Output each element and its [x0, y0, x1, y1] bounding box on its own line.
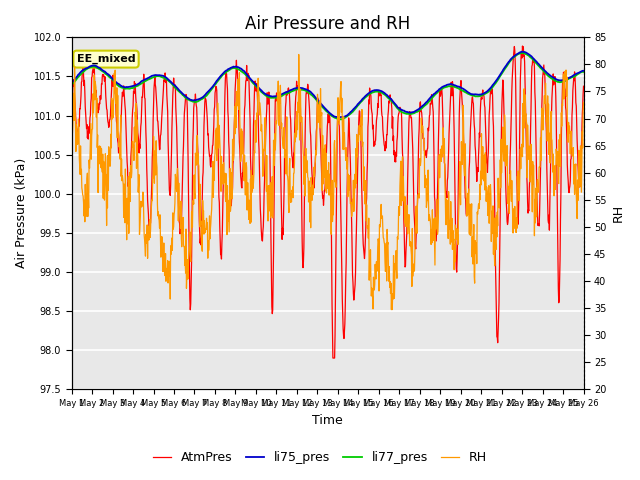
Y-axis label: RH: RH — [612, 204, 625, 222]
Title: Air Pressure and RH: Air Pressure and RH — [245, 15, 410, 33]
RH — [580, 100, 588, 106]
AtmPres — [68, 90, 76, 96]
RH — [290, 170, 298, 176]
AtmPres — [580, 84, 588, 89]
li75_pres — [335, 114, 342, 120]
Line: AtmPres: AtmPres — [72, 46, 584, 358]
li75_pres — [290, 86, 298, 92]
X-axis label: Time: Time — [312, 414, 343, 427]
li77_pres — [240, 71, 248, 76]
AtmPres — [154, 118, 162, 124]
RH — [68, 138, 76, 144]
li75_pres — [154, 72, 162, 78]
li75_pres — [518, 49, 526, 55]
li75_pres — [68, 79, 76, 84]
AtmPres — [240, 125, 248, 131]
li77_pres — [136, 82, 143, 87]
RH — [295, 52, 303, 58]
li75_pres — [348, 108, 356, 114]
Text: EE_mixed: EE_mixed — [77, 54, 135, 64]
li75_pres — [580, 68, 588, 73]
li75_pres — [136, 80, 143, 86]
AtmPres — [329, 355, 337, 361]
li75_pres — [337, 114, 345, 120]
AtmPres — [337, 214, 345, 220]
RH — [136, 231, 143, 237]
li77_pres — [517, 50, 525, 56]
AtmPres — [290, 150, 298, 156]
li77_pres — [154, 73, 162, 79]
RH — [337, 79, 345, 84]
li77_pres — [580, 69, 588, 75]
li75_pres — [240, 68, 248, 74]
Y-axis label: Air Pressure (kPa): Air Pressure (kPa) — [15, 158, 28, 268]
Line: li75_pres: li75_pres — [72, 52, 584, 117]
li77_pres — [290, 88, 298, 94]
Line: li77_pres: li77_pres — [72, 53, 584, 120]
li77_pres — [337, 117, 345, 122]
AtmPres — [136, 141, 143, 147]
li77_pres — [68, 81, 76, 87]
li77_pres — [348, 110, 356, 116]
RH — [240, 178, 248, 183]
li77_pres — [337, 117, 344, 122]
AtmPres — [518, 43, 526, 49]
Line: RH: RH — [72, 55, 584, 310]
RH — [388, 307, 396, 312]
Legend: AtmPres, li75_pres, li77_pres, RH: AtmPres, li75_pres, li77_pres, RH — [148, 446, 492, 469]
RH — [154, 213, 162, 219]
AtmPres — [348, 221, 356, 227]
RH — [348, 214, 356, 219]
